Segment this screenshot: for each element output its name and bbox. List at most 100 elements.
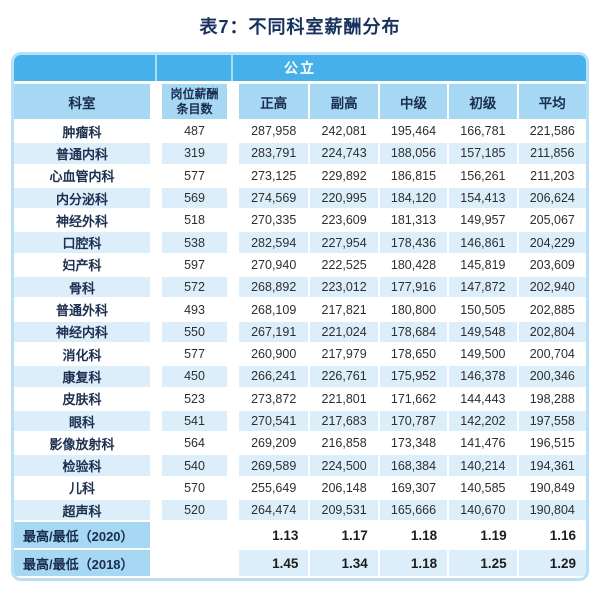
table-row: 皮肤科 523 273,872 221,801 171,662 144,443 … [14, 388, 586, 411]
salary-cell: 221,024 [308, 321, 378, 344]
table-row: 儿科 570 255,649 206,148 169,307 140,585 1… [14, 477, 586, 501]
salary-cell: 142,202 [447, 410, 517, 434]
table-row: 妇产科 597 270,940 222,525 180,428 145,819 … [14, 254, 586, 278]
ratio-value-cell: 1.18 [377, 550, 448, 579]
salary-cell: 282,594 [239, 232, 309, 255]
table-row: 内分泌科 569 274,569 220,995 184,120 154,413… [14, 187, 586, 211]
salary-cell: 269,589 [239, 455, 309, 478]
salary-cell: 226,761 [308, 366, 378, 389]
department-cell: 儿科 [14, 477, 150, 501]
public-header-bar: 公立 [14, 55, 586, 81]
level-column-header: 初级 [447, 84, 517, 121]
ratio-value-cell: 1.29 [516, 550, 586, 579]
salary-cell: 206,148 [308, 477, 378, 501]
salary-cell: 190,804 [516, 500, 586, 523]
entries-cell: 538 [162, 232, 227, 255]
salary-cell: 198,288 [516, 388, 586, 411]
table-body: 肿瘤科 487 287,958 242,081 195,464 166,781 … [14, 121, 586, 579]
salary-cell: 180,800 [377, 299, 448, 322]
column-group-divider [155, 55, 157, 81]
table-row: 神经内科 550 267,191 221,024 178,684 149,548… [14, 321, 586, 344]
salary-table: 公立 科室 岗位薪酬 条目数 正高 副高 中级 初级 平均 肿瘤科 487 28… [11, 52, 589, 582]
salary-cell: 165,666 [377, 500, 448, 523]
entries-cell: 319 [162, 143, 227, 166]
salary-cell: 273,872 [239, 388, 309, 411]
entries-cell: 597 [162, 254, 227, 278]
salary-cell: 202,885 [516, 299, 586, 322]
table-row: 超声科 520 264,474 209,531 165,666 140,670 … [14, 500, 586, 523]
entries-cell: 577 [162, 165, 227, 188]
dept-column-header: 科室 [14, 84, 150, 121]
entries-cell: 493 [162, 299, 227, 322]
salary-cell: 224,500 [308, 455, 378, 478]
salary-cell: 205,067 [516, 210, 586, 233]
ratio-row: 最高/最低（2018） 1.45 1.34 1.18 1.25 1.29 [14, 550, 586, 579]
salary-cell: 260,900 [239, 343, 309, 367]
salary-cell: 274,569 [239, 187, 309, 211]
salary-cell: 197,558 [516, 410, 586, 434]
table-row: 心血管内科 577 273,125 229,892 186,815 156,26… [14, 165, 586, 188]
salary-cell: 194,361 [516, 455, 586, 478]
salary-cell: 166,781 [447, 121, 517, 144]
salary-cell: 149,500 [447, 343, 517, 367]
salary-cell: 223,609 [308, 210, 378, 233]
salary-cell: 149,957 [447, 210, 517, 233]
salary-cell: 268,892 [239, 277, 309, 300]
salary-cell: 144,443 [447, 388, 517, 411]
ratio-value-cell: 1.45 [239, 550, 309, 579]
salary-cell: 287,958 [239, 121, 309, 144]
department-cell: 神经内科 [14, 321, 150, 344]
entries-cell: 518 [162, 210, 227, 233]
ratio-value-cell: 1.25 [447, 550, 517, 579]
entries-cell: 570 [162, 477, 227, 501]
salary-cell: 270,335 [239, 210, 309, 233]
ratio-value-cell: 1.17 [308, 522, 378, 551]
salary-cell: 181,313 [377, 210, 448, 233]
salary-cell: 140,585 [447, 477, 517, 501]
entries-cell: 487 [162, 121, 227, 144]
salary-cell: 200,346 [516, 366, 586, 389]
entries-column-header: 岗位薪酬 条目数 [162, 84, 227, 121]
salary-cell: 264,474 [239, 500, 309, 523]
salary-cell: 222,525 [308, 254, 378, 278]
entries-cell: 541 [162, 410, 227, 434]
salary-cell: 200,704 [516, 343, 586, 367]
salary-cell: 273,125 [239, 165, 309, 188]
department-cell: 内分泌科 [14, 187, 150, 211]
table-row: 眼科 541 270,541 217,683 170,787 142,202 1… [14, 410, 586, 434]
salary-cell: 221,801 [308, 388, 378, 411]
table-row: 影像放射科 564 269,209 216,858 173,348 141,47… [14, 433, 586, 456]
salary-cell: 223,012 [308, 277, 378, 300]
salary-cell: 140,670 [447, 500, 517, 523]
salary-cell: 211,203 [516, 165, 586, 188]
department-cell: 检验科 [14, 455, 150, 478]
entries-cell: 572 [162, 277, 227, 300]
table-row: 检验科 540 269,589 224,500 168,384 140,214 … [14, 455, 586, 478]
department-cell: 肿瘤科 [14, 121, 150, 144]
table-row: 普通内科 319 283,791 224,743 188,056 157,185… [14, 143, 586, 166]
column-header-row: 科室 岗位薪酬 条目数 正高 副高 中级 初级 平均 [14, 84, 586, 121]
salary-cell: 202,804 [516, 321, 586, 344]
public-header-label: 公立 [284, 60, 316, 76]
department-cell: 骨科 [14, 277, 150, 300]
salary-cell: 217,683 [308, 410, 378, 434]
salary-cell: 184,120 [377, 187, 448, 211]
salary-cell: 255,649 [239, 477, 309, 501]
ratio-value-cell: 1.16 [516, 522, 586, 551]
salary-cell: 269,209 [239, 433, 309, 456]
salary-cell: 206,624 [516, 187, 586, 211]
salary-cell: 170,787 [377, 410, 448, 434]
salary-cell: 145,819 [447, 254, 517, 278]
department-cell: 心血管内科 [14, 165, 150, 188]
department-cell: 皮肤科 [14, 388, 150, 411]
salary-cell: 175,952 [377, 366, 448, 389]
ratio-value-cell: 1.18 [377, 522, 448, 551]
entries-cell: 550 [162, 321, 227, 344]
salary-cell: 227,954 [308, 232, 378, 255]
salary-cell: 169,307 [377, 477, 448, 501]
ratio-value-cell: 1.13 [239, 522, 309, 551]
salary-cell: 168,384 [377, 455, 448, 478]
department-cell: 普通内科 [14, 143, 150, 166]
salary-cell: 180,428 [377, 254, 448, 278]
salary-cell: 270,940 [239, 254, 309, 278]
